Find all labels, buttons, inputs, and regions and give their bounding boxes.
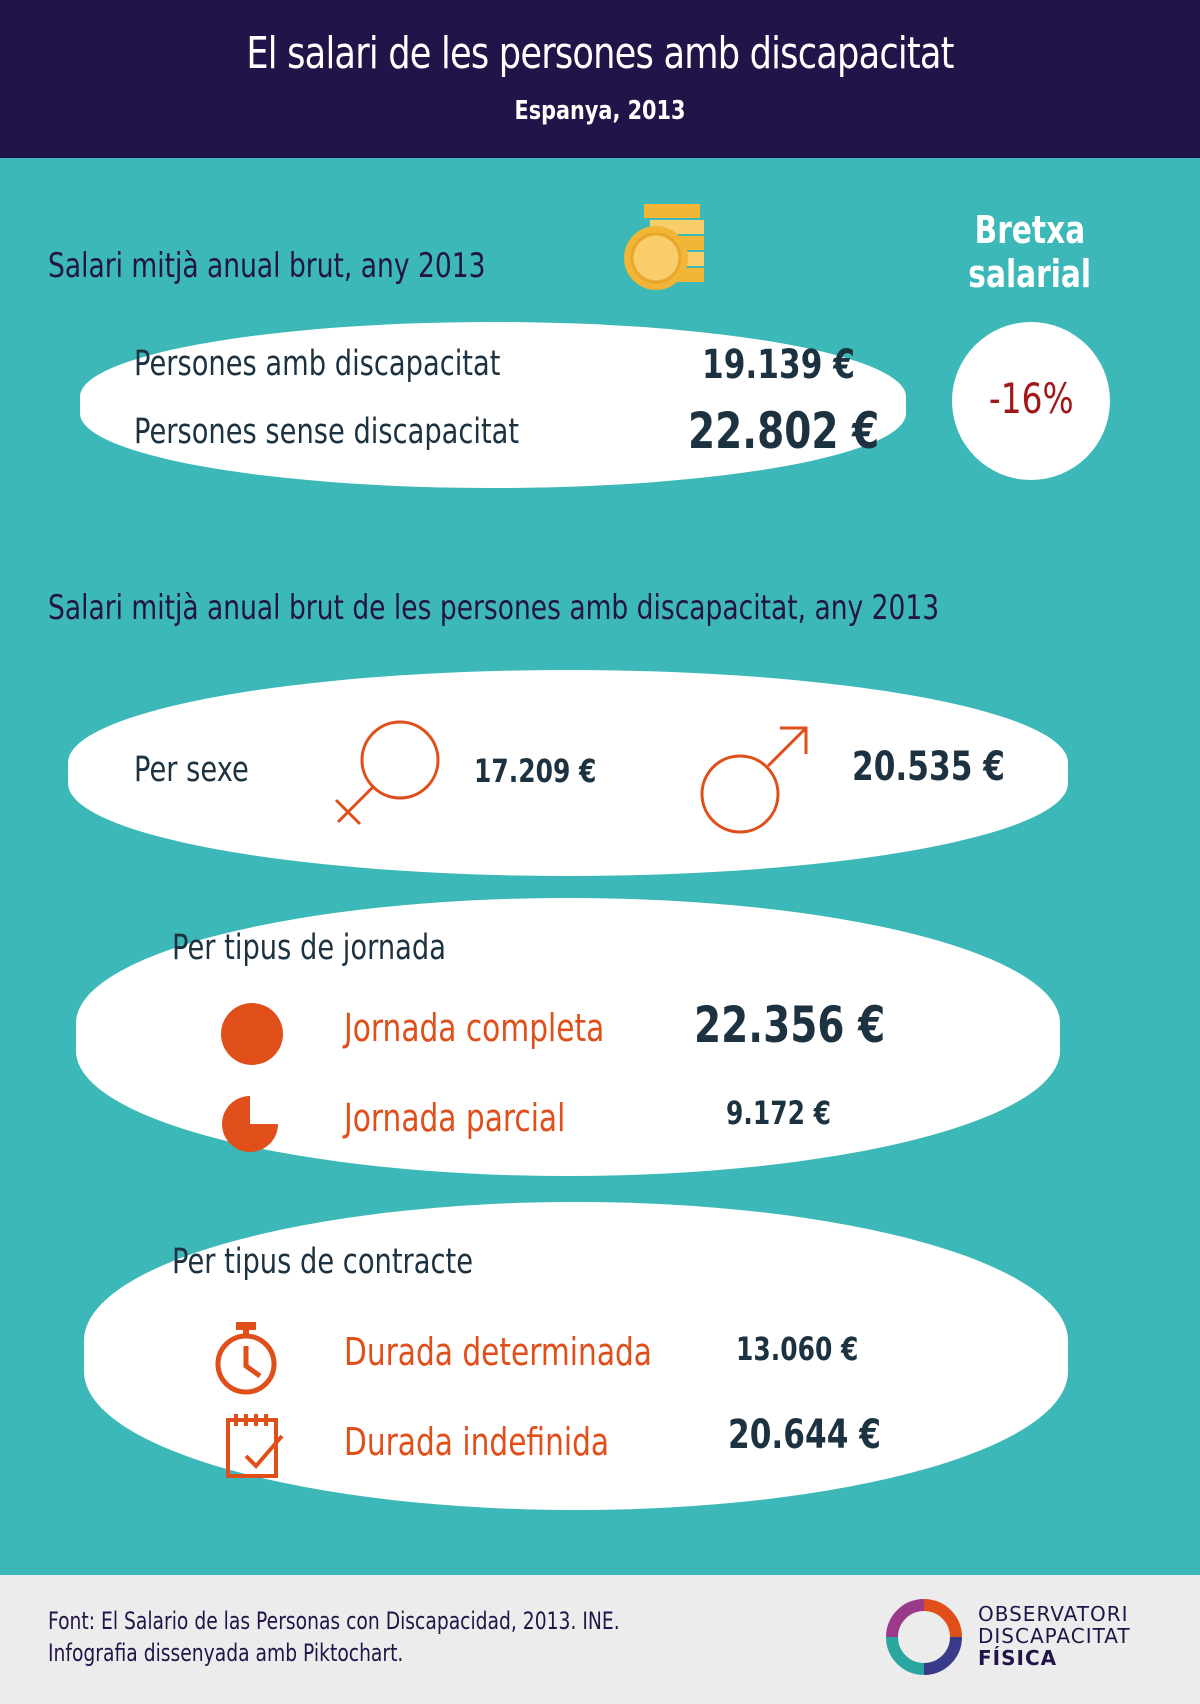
female-value: 17.209 €: [474, 752, 597, 790]
full-time-value: 22.356 €: [694, 996, 886, 1054]
with-disability-label: Persones amb discapacitat: [134, 344, 501, 384]
breakdown-section-title: Salari mitjà anual brut de les persones …: [48, 588, 940, 628]
wage-gap-value: -16%: [988, 374, 1074, 423]
with-disability-value: 19.139 €: [702, 342, 855, 388]
without-disability-value: 22.802 €: [688, 402, 880, 460]
calendar-check-icon: [226, 1414, 284, 1478]
footer: Font: El Salario de las Personas con Dis…: [0, 1575, 1200, 1704]
page-subtitle: Espanya, 2013: [514, 96, 686, 126]
without-disability-label: Persones sense discapacitat: [134, 412, 520, 452]
fixed-term-value: 13.060 €: [736, 1330, 859, 1368]
contract-card: Per tipus de contracte Durada determinad…: [84, 1202, 1068, 1510]
observatori-logo-icon: [886, 1599, 962, 1675]
coins-icon: [624, 204, 704, 290]
wage-gap-title: Bretxa salarial: [968, 208, 1092, 296]
female-symbol-icon: [334, 720, 440, 826]
workday-card: Per tipus de jornada Jornada completa 22…: [76, 898, 1060, 1176]
page-title: El salari de les persones amb discapacit…: [246, 28, 954, 79]
full-circle-icon: [221, 1003, 283, 1065]
footer-credit: Infografia dissenyada amb Piktochart.: [48, 1639, 404, 1667]
summary-section-title: Salari mitjà anual brut, any 2013: [48, 246, 486, 286]
workday-label: Per tipus de jornada: [172, 928, 446, 968]
footer-source: Font: El Salario de las Personas con Dis…: [48, 1607, 620, 1635]
indefinite-label: Durada indefinida: [344, 1420, 610, 1464]
male-symbol-icon: [700, 726, 808, 834]
sex-card: Per sexe 17.209 € 20.535 €: [68, 670, 1068, 876]
fixed-term-label: Durada determinada: [344, 1330, 652, 1374]
wage-gap-circle: -16%: [952, 322, 1110, 480]
summary-card: Persones amb discapacitat 19.139 € Perso…: [80, 322, 906, 488]
part-time-value: 9.172 €: [726, 1094, 832, 1132]
stopwatch-icon: [215, 1322, 277, 1395]
pie-three-quarter-icon: [222, 1096, 278, 1152]
sex-label: Per sexe: [134, 750, 249, 790]
contract-label: Per tipus de contracte: [172, 1242, 473, 1282]
part-time-label: Jornada parcial: [344, 1096, 566, 1140]
observatori-logo-text: OBSERVATORI DISCAPACITAT FÍSICA: [978, 1602, 1131, 1670]
header: El salari de les persones amb discapacit…: [0, 0, 1200, 158]
male-value: 20.535 €: [852, 744, 1005, 790]
full-time-label: Jornada completa: [344, 1006, 605, 1050]
indefinite-value: 20.644 €: [728, 1412, 881, 1458]
